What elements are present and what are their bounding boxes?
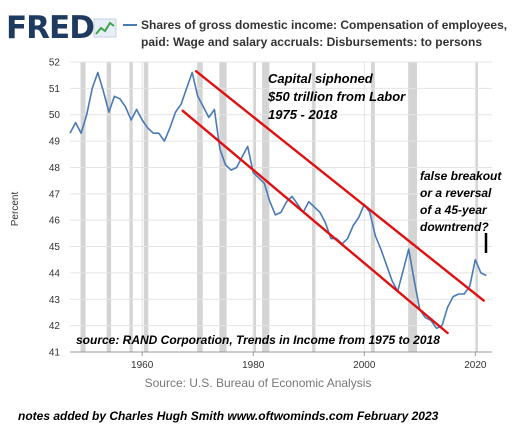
annotation-title-line-3: 1975 - 2018 [268, 107, 338, 122]
y-tick-label: 44 [49, 268, 61, 279]
recession-bar [80, 62, 86, 352]
x-axis-ticks: 1960 1980 2000 2020 [131, 352, 487, 371]
y-tick-label: 47 [49, 189, 61, 200]
recession-bar [408, 62, 418, 352]
recession-bar [370, 62, 375, 352]
recession-bar [253, 62, 257, 352]
series-layer [69, 71, 487, 330]
annotation-question-line-1: false breakout [420, 169, 502, 183]
recession-bar [197, 62, 203, 352]
y-tick-label: 43 [49, 295, 61, 306]
y-tick-label: 50 [49, 110, 61, 121]
recession-bar [475, 62, 478, 352]
recession-bar [219, 62, 227, 352]
recession-bar [143, 62, 149, 352]
y-axis-title: Percent [10, 192, 21, 227]
y-tick-label: 41 [49, 348, 61, 359]
x-tick-label: 1980 [242, 360, 265, 371]
y-tick-label: 49 [49, 137, 61, 148]
recession-bar [262, 62, 270, 352]
trend-line [194, 70, 485, 302]
x-tick-label: 1960 [131, 360, 154, 371]
fred-logo-chart-icon [93, 18, 117, 38]
annotation-question-line-3: of a 45-year [420, 203, 488, 217]
annotation-question-line-2: or a reversal [420, 186, 492, 200]
annotation-question-line-4: downtrend? [420, 220, 489, 234]
y-tick-label: 48 [49, 163, 61, 174]
legend-line-2: paid: Wage and salary accruals: Disburse… [141, 35, 482, 49]
y-tick-label: 45 [49, 242, 61, 253]
annotation-source-note: source: RAND Corporation, Trends in Inco… [76, 333, 440, 347]
recession-bar [129, 62, 133, 352]
series-line [69, 71, 487, 330]
recession-bar [106, 62, 112, 352]
y-tick-label: 46 [49, 216, 61, 227]
legend-line-1: Shares of gross domestic income: Compens… [141, 18, 507, 32]
source-label: Source: U.S. Bureau of Economic Analysis [145, 376, 372, 390]
y-axis-ticks: 41 42 43 44 45 46 47 48 49 50 51 52 [49, 58, 61, 359]
trend-line [181, 109, 449, 335]
x-tick-label: 2020 [464, 360, 487, 371]
annotation-title-line-2: $50 trillion from Labor [267, 89, 406, 104]
x-tick-label: 2000 [353, 360, 376, 371]
annotation-title-line-1: Capital siphoned [268, 71, 374, 86]
y-tick-label: 52 [49, 58, 61, 69]
y-tick-label: 42 [49, 321, 61, 332]
fred-logo[interactable]: FRED [6, 10, 95, 46]
annotation-footer: notes added by Charles Hugh Smith www.of… [18, 409, 439, 423]
trend-channel [181, 70, 485, 335]
y-tick-label: 51 [49, 84, 61, 95]
plot-area [69, 61, 492, 353]
